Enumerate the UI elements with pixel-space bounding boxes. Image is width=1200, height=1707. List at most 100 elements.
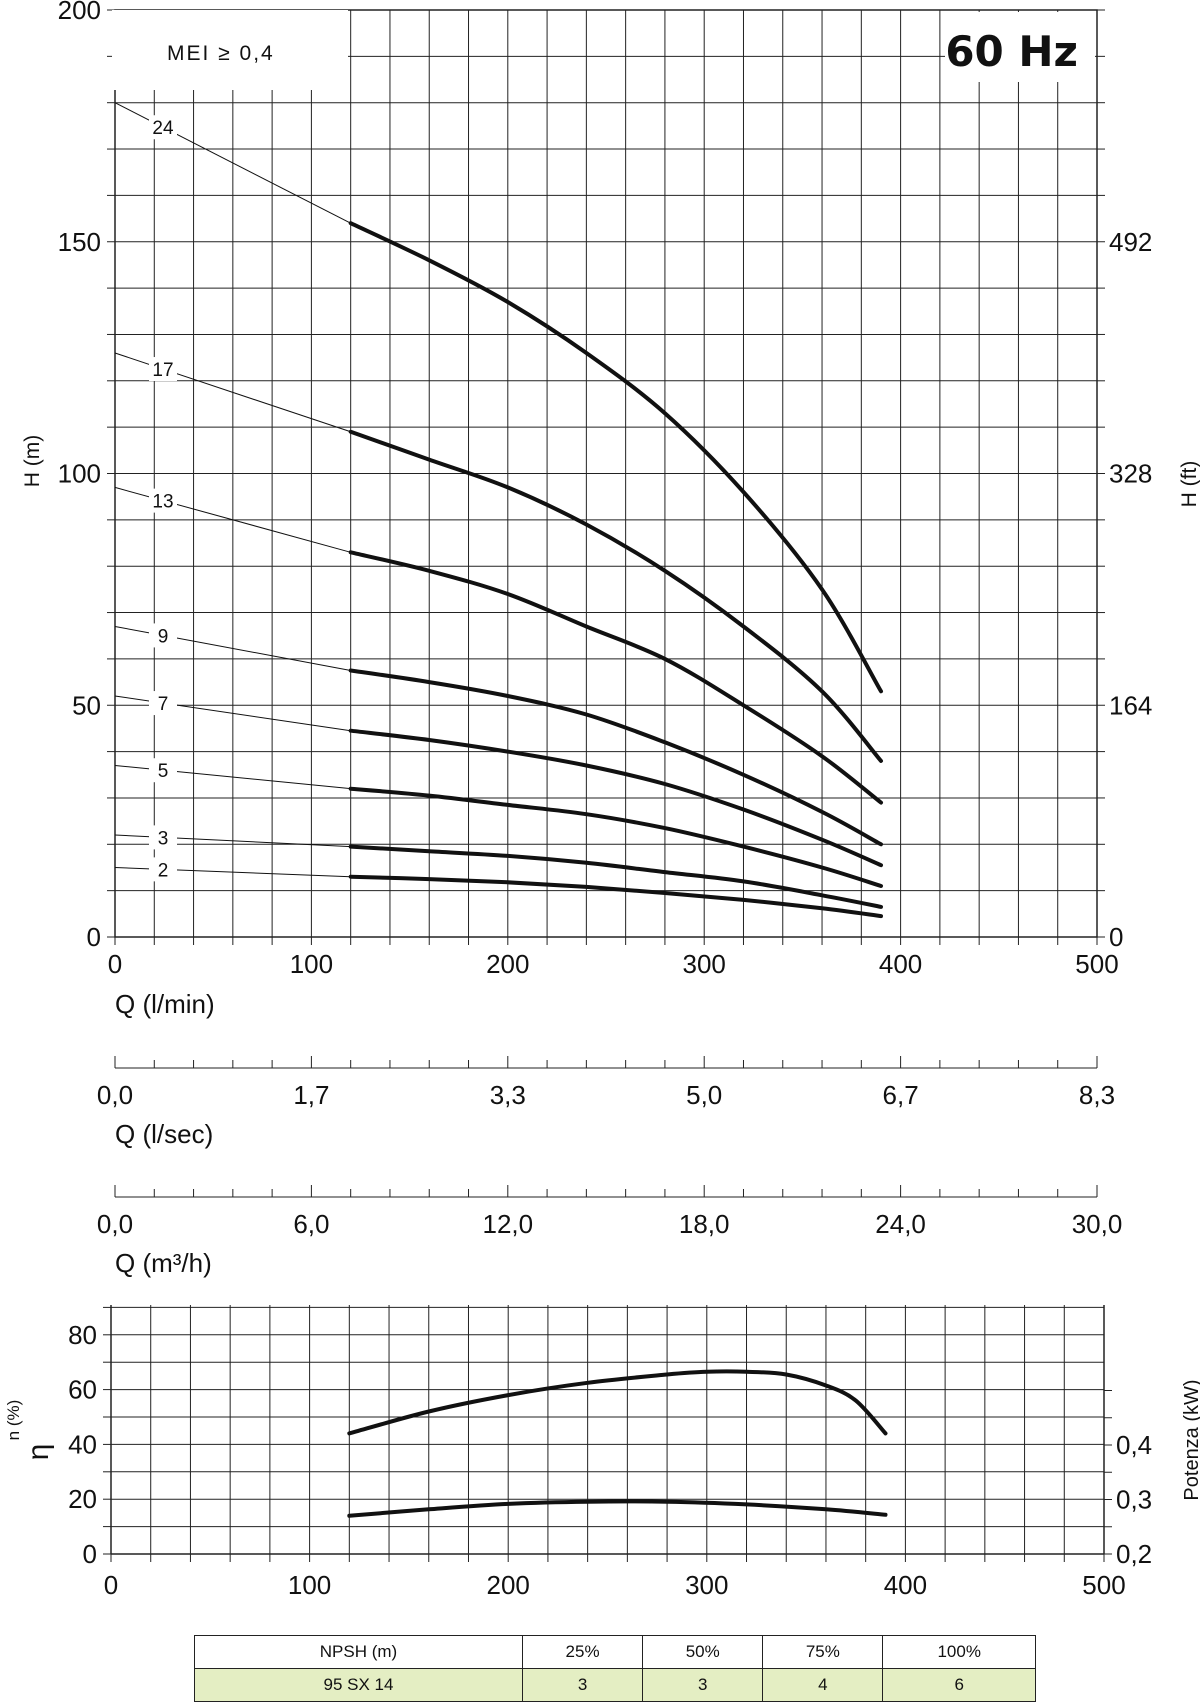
- head-curve-2: [348, 874, 883, 919]
- head-stage-label-bg: [149, 857, 177, 882]
- q-m3h-axis: 0,0 6,0 12,0 18,0 24,0 30,0: [97, 1185, 1122, 1239]
- head-stage-label-2: 2: [158, 860, 169, 881]
- head-y-tick-label: 100: [58, 459, 101, 489]
- npsh-table: NPSH (m) 25% 50% 75% 100% 95 SX 14 3 3 4…: [194, 1635, 1036, 1702]
- eff-x-tick-label: 400: [884, 1570, 927, 1600]
- npsh-model: 95 SX 14: [194, 1668, 523, 1702]
- eff-y2-tick-label: 0,2: [1116, 1539, 1152, 1569]
- head-stage-label-9: 9: [158, 626, 169, 647]
- q-axis-tick-label: 18,0: [679, 1209, 730, 1239]
- head-stage-label-bg: [149, 488, 177, 513]
- head-x-tick-label: 400: [879, 949, 922, 979]
- efficiency-chart-grid: [103, 1305, 1112, 1562]
- eff-x-tick-label: 200: [487, 1570, 530, 1600]
- eff-y2-tick-label: 0,3: [1116, 1485, 1152, 1515]
- mei-label: MEI ≥ 0,4: [167, 42, 275, 65]
- head-x-tick-label: 0: [108, 949, 122, 979]
- eff-y-tick-label: 20: [68, 1484, 97, 1514]
- q-axis-tick-label: 8,3: [1079, 1080, 1115, 1110]
- head-x-tick-label: 300: [683, 949, 726, 979]
- head-y-tick-label: 50: [72, 690, 101, 720]
- head-curve-3: [348, 844, 883, 909]
- head-stage-label-bg: [149, 691, 177, 716]
- head-stage-label-7: 7: [158, 694, 169, 715]
- eff-y2-tick-label: 0,4: [1116, 1430, 1152, 1460]
- x-axis-label-lsec: Q (l/sec): [115, 1119, 213, 1149]
- head-y2-tick-label: 328: [1109, 459, 1152, 489]
- q-axis-tick-label: 24,0: [875, 1209, 926, 1239]
- head-stage-label-bg: [149, 825, 177, 850]
- eff-curve-power: [347, 1499, 888, 1518]
- q-axis-tick-label: 0,0: [97, 1209, 133, 1239]
- head-curve-24: [348, 221, 883, 694]
- head-y2-tick-label: 0: [1109, 922, 1123, 952]
- head-x-tick-label: 500: [1075, 949, 1118, 979]
- npsh-header-50: 50%: [642, 1635, 764, 1669]
- q-lsec-axis: 0,0 1,7 3,3 5,0 6,7 8,3: [97, 1056, 1115, 1110]
- eff-x-tick-label: 500: [1082, 1570, 1125, 1600]
- head-x-tick-label: 200: [486, 949, 529, 979]
- efficiency-axis-label: η: [22, 1444, 55, 1461]
- head-y2-tick-label: 164: [1109, 690, 1152, 720]
- eff-curve-efficiency: [347, 1369, 888, 1436]
- eff-x-tick-label: 0: [104, 1570, 118, 1600]
- power-axis-label: Potenza (kW): [1181, 1379, 1200, 1500]
- head-stage-label-3: 3: [158, 828, 169, 849]
- head-y-tick-label: 0: [87, 922, 101, 952]
- q-axis-tick-label: 0,0: [97, 1080, 133, 1110]
- head-stage-label-bg: [149, 115, 177, 140]
- mei-box: [112, 10, 348, 90]
- y-axis-label-ft: H (ft): [1178, 461, 1200, 508]
- head-y2-tick-label: 492: [1109, 227, 1152, 257]
- q-axis-tick-label: 12,0: [482, 1209, 533, 1239]
- head-x-tick-label: 100: [290, 949, 333, 979]
- head-y-tick-label: 200: [58, 0, 101, 25]
- head-chart-curves: 24 17 13 9 7 5 3 2: [114, 102, 883, 919]
- head-curve-9: [348, 668, 883, 847]
- npsh-header-25: 25%: [521, 1635, 644, 1669]
- npsh-value-25: 3: [521, 1668, 644, 1702]
- frequency-label: 60 Hz: [945, 27, 1078, 76]
- head-stage-label-5: 5: [158, 761, 169, 782]
- eff-y-tick-label: 80: [68, 1320, 97, 1350]
- head-curve-5: [348, 786, 883, 888]
- y-axis-label-m: H (m): [21, 435, 44, 487]
- npsh-value-50: 3: [642, 1668, 764, 1702]
- npsh-value-75: 4: [762, 1668, 884, 1702]
- head-stage-label-24: 24: [152, 118, 174, 139]
- head-stage-label-13: 13: [152, 492, 173, 513]
- x-axis-label-m3h: Q (m³/h): [115, 1248, 212, 1278]
- eff-y-tick-label: 0: [83, 1539, 97, 1569]
- q-axis-tick-label: 30,0: [1072, 1209, 1123, 1239]
- head-curve-7: [348, 728, 883, 868]
- head-stage-label-17: 17: [152, 360, 173, 381]
- eff-x-tick-label: 100: [288, 1570, 331, 1600]
- head-curve-13: [348, 550, 883, 805]
- npsh-value-100: 6: [882, 1668, 1036, 1702]
- q-axis-tick-label: 3,3: [490, 1080, 526, 1110]
- q-axis-tick-label: 1,7: [293, 1080, 329, 1110]
- x-axis-label-lmin: Q (l/min): [115, 989, 215, 1019]
- head-chart-grid: [107, 9, 1105, 945]
- npsh-header-label: NPSH (m): [194, 1635, 523, 1669]
- npsh-data-row: 95 SX 14 3 3 4 6: [194, 1668, 1036, 1702]
- head-stage-label-bg: [149, 357, 177, 382]
- npsh-header-75: 75%: [762, 1635, 884, 1669]
- frequency-box: [945, 12, 1095, 82]
- efficiency-axis-label-small: n (%): [4, 1400, 23, 1441]
- efficiency-chart-curves: [347, 1369, 888, 1518]
- head-stage-label-bg: [149, 758, 177, 783]
- head-curve-17: [348, 429, 883, 763]
- npsh-header-100: 100%: [882, 1635, 1036, 1669]
- q-axis-tick-label: 6,7: [883, 1080, 919, 1110]
- head-y-tick-label: 150: [58, 227, 101, 257]
- npsh-header-row: NPSH (m) 25% 50% 75% 100%: [194, 1635, 1036, 1669]
- eff-y-tick-label: 40: [68, 1429, 97, 1459]
- eff-y-tick-label: 60: [68, 1375, 97, 1405]
- q-axis-tick-label: 6,0: [293, 1209, 329, 1239]
- head-stage-label-bg: [149, 623, 177, 648]
- efficiency-chart-labels: 0 100 200 300 400 500 0 20 40 60 80 0,2 0,3 0,4: [68, 1320, 1152, 1600]
- eff-x-tick-label: 300: [685, 1570, 728, 1600]
